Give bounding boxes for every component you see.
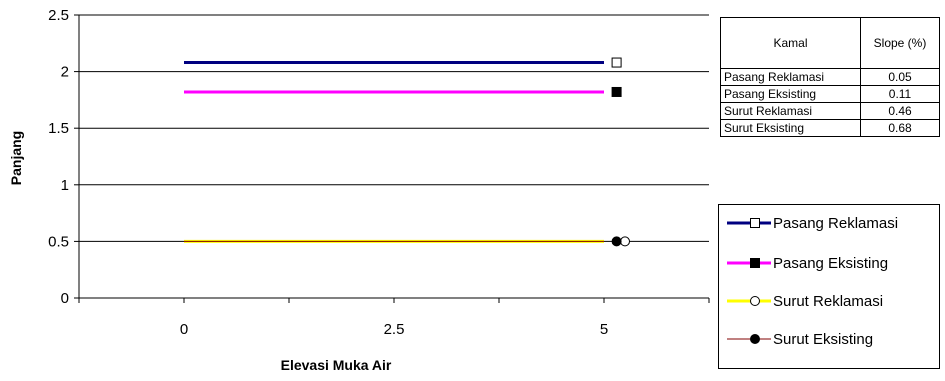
legend-marker-icon xyxy=(750,218,760,228)
y-tick-label: 0.5 xyxy=(48,233,69,250)
marker-surut-eksisting xyxy=(611,236,622,247)
table-cell-slope: 0.68 xyxy=(860,119,940,137)
slope-table: Kamal Slope (%) Pasang Reklamasi 0.05 Pa… xyxy=(720,17,940,137)
legend-label: Pasang Reklamasi xyxy=(773,214,899,232)
legend-marker-icon xyxy=(750,334,760,344)
table-cell-name: Pasang Eksisting xyxy=(720,85,861,103)
x-tick-label: 5 xyxy=(600,321,608,338)
legend-item-surut-eksisting: Surut Eksisting xyxy=(725,329,873,349)
y-tick-label: 0 xyxy=(61,290,69,307)
y-axis-title: Panjang xyxy=(8,131,24,185)
table-cell-slope: 0.11 xyxy=(860,85,940,103)
y-tick-label: 2 xyxy=(61,64,69,81)
legend-item-pasang-reklamasi: Pasang Reklamasi xyxy=(725,213,898,233)
series-lines xyxy=(184,57,630,247)
table-cell-name: Surut Reklamasi xyxy=(720,102,861,120)
legend-swatch-filled-square-icon xyxy=(727,258,771,268)
marker-pasang-reklamasi xyxy=(611,57,622,68)
legend-marker-icon xyxy=(750,296,760,306)
grid-lines xyxy=(79,14,709,242)
y-tick-label: 1.5 xyxy=(48,120,69,137)
marker-surut-reklamasi xyxy=(620,236,630,247)
table-row: Surut Reklamasi 0.46 xyxy=(720,102,940,120)
marker-pasang-eksisting xyxy=(611,86,622,97)
slope-table-header-row: Kamal Slope (%) xyxy=(720,17,940,69)
slope-table-header-kamal: Kamal xyxy=(720,17,861,69)
table-row: Pasang Eksisting 0.11 xyxy=(720,85,940,103)
legend-label: Surut Reklamasi xyxy=(773,292,884,310)
legend-swatch-open-circle-icon xyxy=(727,296,771,306)
axes xyxy=(74,14,710,303)
y-tick-label: 2.5 xyxy=(48,7,69,24)
table-cell-slope: 0.46 xyxy=(860,102,940,120)
legend-item-surut-reklamasi: Surut Reklamasi xyxy=(725,291,883,311)
x-tick-label: 0 xyxy=(180,321,188,338)
legend-marker-icon xyxy=(750,258,760,268)
legend-swatch-open-square-icon xyxy=(727,218,771,228)
table-cell-slope: 0.05 xyxy=(860,68,940,86)
tick-labels: 0 0.5 1 1.5 2 2.5 0 2.5 5 xyxy=(48,7,608,338)
chart-legend: Pasang Reklamasi Pasang Eksisting Surut … xyxy=(718,204,940,369)
legend-label: Pasang Eksisting xyxy=(773,254,889,272)
legend-item-pasang-eksisting: Pasang Eksisting xyxy=(725,253,888,273)
x-tick-label: 2.5 xyxy=(384,321,405,338)
x-axis-title: Elevasi Muka Air xyxy=(281,357,392,373)
legend-swatch-filled-circle-icon xyxy=(727,334,771,344)
legend-label: Surut Eksisting xyxy=(773,330,874,348)
table-row: Pasang Reklamasi 0.05 xyxy=(720,68,940,86)
table-cell-name: Surut Eksisting xyxy=(720,119,861,137)
slope-table-header-slope: Slope (%) xyxy=(860,17,940,69)
table-cell-name: Pasang Reklamasi xyxy=(720,68,861,86)
y-tick-label: 1 xyxy=(61,177,69,194)
table-row: Surut Eksisting 0.68 xyxy=(720,119,940,137)
